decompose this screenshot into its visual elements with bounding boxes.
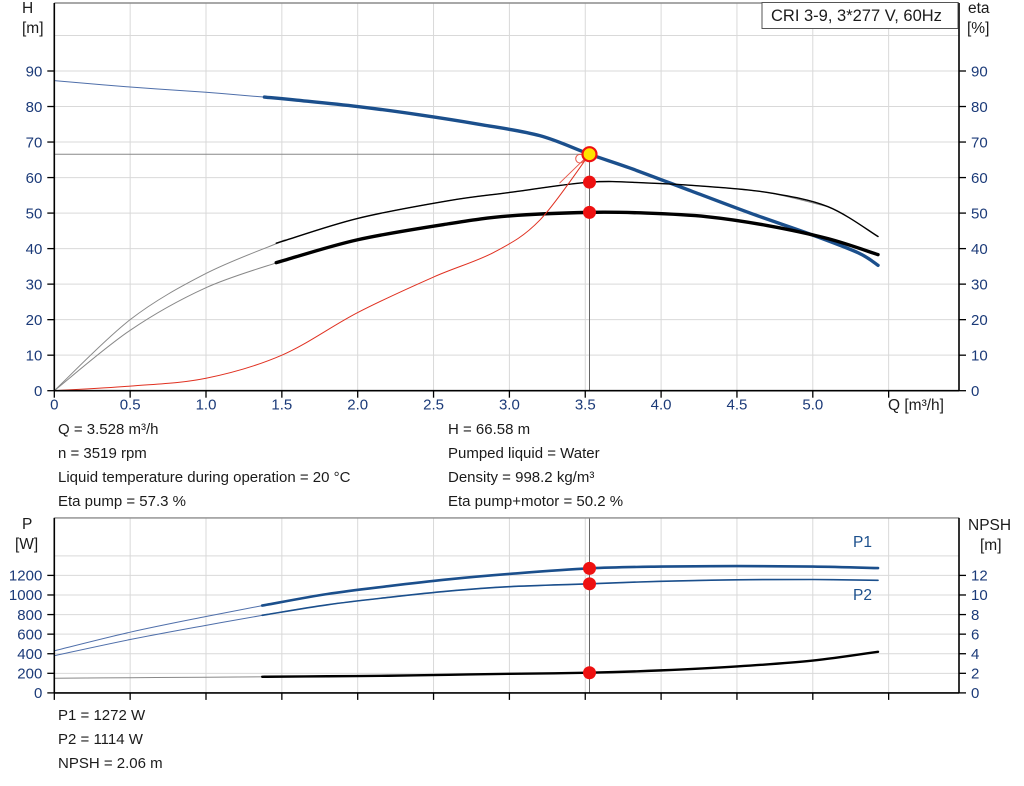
svg-text:1000: 1000 <box>9 587 42 604</box>
svg-text:40: 40 <box>26 241 43 258</box>
svg-text:4.0: 4.0 <box>651 397 672 414</box>
svg-text:10: 10 <box>971 587 988 604</box>
svg-text:60: 60 <box>26 170 43 187</box>
svg-text:50: 50 <box>971 205 988 222</box>
svg-text:30: 30 <box>26 276 43 293</box>
svg-text:CRI 3-9, 3*277 V, 60Hz: CRI 3-9, 3*277 V, 60Hz <box>771 7 942 25</box>
svg-text:Q [m³/h]: Q [m³/h] <box>888 397 944 414</box>
svg-text:80: 80 <box>26 99 43 116</box>
svg-text:0.5: 0.5 <box>120 397 141 414</box>
svg-text:2.5: 2.5 <box>423 397 444 414</box>
svg-text:30: 30 <box>971 276 988 293</box>
svg-text:5.0: 5.0 <box>802 397 823 414</box>
svg-text:H: H <box>22 0 33 17</box>
svg-text:40: 40 <box>971 241 988 258</box>
svg-text:[%]: [%] <box>967 20 989 37</box>
svg-text:6: 6 <box>971 626 979 643</box>
svg-text:8: 8 <box>971 607 979 624</box>
svg-text:P1: P1 <box>853 534 872 551</box>
svg-text:90: 90 <box>26 63 43 80</box>
svg-text:P2: P2 <box>853 587 872 604</box>
svg-text:10: 10 <box>26 347 43 364</box>
svg-text:3.0: 3.0 <box>499 397 520 414</box>
svg-text:0: 0 <box>34 383 42 400</box>
svg-text:400: 400 <box>17 646 42 663</box>
svg-text:0: 0 <box>34 685 42 702</box>
svg-text:[W]: [W] <box>15 536 38 553</box>
svg-text:70: 70 <box>971 134 988 151</box>
svg-text:20: 20 <box>26 312 43 329</box>
svg-text:70: 70 <box>26 134 43 151</box>
svg-text:80: 80 <box>971 99 988 116</box>
svg-text:4: 4 <box>971 646 979 663</box>
svg-text:600: 600 <box>17 626 42 643</box>
svg-text:[m]: [m] <box>980 537 1002 554</box>
svg-text:12: 12 <box>971 568 988 585</box>
svg-text:4.5: 4.5 <box>727 397 748 414</box>
svg-text:[m]: [m] <box>22 20 44 37</box>
svg-text:NPSH: NPSH <box>968 517 1011 534</box>
svg-text:0: 0 <box>971 685 979 702</box>
svg-text:90: 90 <box>971 63 988 80</box>
svg-text:60: 60 <box>971 170 988 187</box>
svg-text:2: 2 <box>971 666 979 683</box>
svg-text:20: 20 <box>971 312 988 329</box>
svg-text:0: 0 <box>971 383 979 400</box>
svg-text:0: 0 <box>50 397 58 414</box>
svg-text:10: 10 <box>971 347 988 364</box>
svg-text:1.0: 1.0 <box>196 397 217 414</box>
svg-text:1200: 1200 <box>9 568 42 585</box>
svg-text:eta: eta <box>968 0 990 17</box>
svg-text:3.5: 3.5 <box>575 397 596 414</box>
svg-text:800: 800 <box>17 607 42 624</box>
svg-text:50: 50 <box>26 205 43 222</box>
svg-text:200: 200 <box>17 666 42 683</box>
svg-text:1.5: 1.5 <box>271 397 292 414</box>
svg-text:P: P <box>22 516 32 533</box>
svg-text:2.0: 2.0 <box>347 397 368 414</box>
